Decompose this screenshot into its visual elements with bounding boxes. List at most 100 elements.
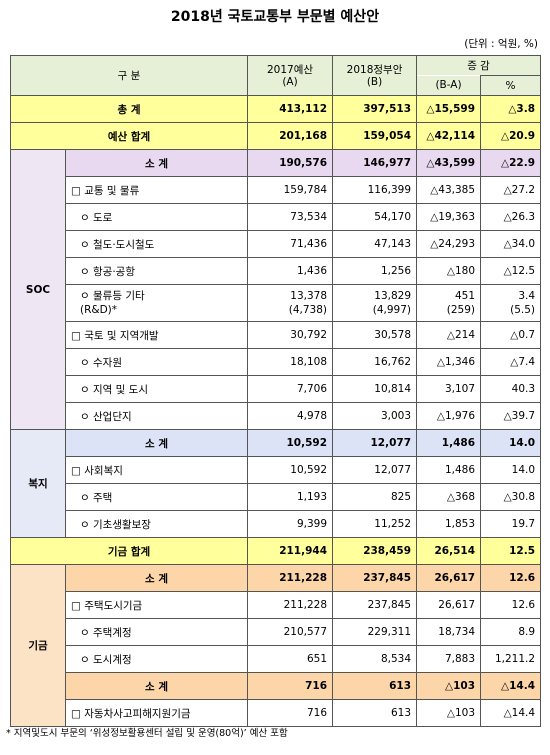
value-cell: 159,054 xyxy=(332,122,418,150)
cell-line: (259) xyxy=(446,304,476,316)
value-cell: 19.7 xyxy=(480,510,542,538)
value-cell: 18,734 xyxy=(416,618,482,646)
value-cell: 14.0 xyxy=(480,429,542,457)
table-row: 예산 합계 201,168 159,054 △42,114 △20.9 xyxy=(9,122,542,150)
table-row: SOC 소 계 190,576 146,977 △43,599 △22.9 xyxy=(10,149,542,430)
table-row: 소 계 716 613 △103 △14.4 xyxy=(10,672,542,700)
value-cell: 12,077 xyxy=(332,429,418,457)
value-cell: △26.3 xyxy=(480,203,542,231)
value-cell: 716 xyxy=(247,699,334,727)
value-cell: △27.2 xyxy=(480,176,542,204)
row-label: 소 계 xyxy=(64,564,249,592)
cell-line: (4,997) xyxy=(372,304,412,316)
cell-line: (4,738) xyxy=(288,304,328,316)
value-cell: △1,976 xyxy=(416,402,482,430)
cell-line: (R&D)* xyxy=(80,304,118,316)
table-row: 총 계 413,112 397,513 △15,599 △3.8 xyxy=(9,95,542,123)
cell-line: 13,378 xyxy=(290,290,328,302)
row-label: □ 자동차사고피해지원기금 xyxy=(64,699,249,727)
value-cell: △103 xyxy=(416,672,482,700)
value-cell: △15,599 xyxy=(416,95,482,123)
value-cell: 3,003 xyxy=(332,402,418,430)
value-cell: 71,436 xyxy=(247,230,334,258)
value-cell: △39.7 xyxy=(480,402,542,430)
table-row: ㅇ 항공·공항 1,436 1,256 △180 △12.5 xyxy=(11,257,542,285)
value-cell: △19,363 xyxy=(416,203,482,231)
table-row: ㅇ 철도·도시철도 71,436 47,143 △24,293 △34.0 xyxy=(11,230,542,258)
row-label: ㅇ 기초생활보장 xyxy=(64,510,249,538)
header-line: 2018정부안 xyxy=(346,63,403,76)
value-cell: 1,193 xyxy=(247,483,334,511)
cell-line: 13,829 xyxy=(374,290,412,302)
value-cell: △214 xyxy=(416,321,482,349)
unit: (단위 : 억원, %) xyxy=(464,38,538,50)
value-cell: 54,170 xyxy=(332,203,418,231)
value-cell: △103 xyxy=(416,699,482,727)
row-label: ㅇ 주택 xyxy=(64,483,249,511)
header-line: (B) xyxy=(366,75,383,88)
value-cell: 13,378 (4,738) xyxy=(247,284,334,322)
header-pct: % xyxy=(480,75,542,96)
value-cell: 40.3 xyxy=(480,375,542,403)
value-cell: △22.9 xyxy=(480,149,542,177)
table-row: ㅇ 기초생활보장 9,399 11,252 1,853 19.7 xyxy=(11,510,542,538)
table-row: ㅇ 도시계정 651 8,534 7,883 1,211.2 xyxy=(11,645,542,673)
row-label: 총 계 xyxy=(9,95,249,123)
value-cell: 7,883 xyxy=(416,645,482,673)
cell-line: (5.5) xyxy=(510,304,536,316)
value-cell: 651 xyxy=(247,645,334,673)
budget-table: 구 분 2017예산 (A) 2018정부안 (B) 증 감 (B-A) % 총 계… xyxy=(9,55,542,727)
table-row: ㅇ 물류등 기타 (R&D)* 13,378 (4,738) 13,829 (4,997)… xyxy=(11,284,542,322)
value-cell: 47,143 xyxy=(332,230,418,258)
value-cell: 613 xyxy=(332,699,418,727)
value-cell: 613 xyxy=(332,672,418,700)
header-line: 2017예산 xyxy=(266,63,314,76)
value-cell: 8.9 xyxy=(480,618,542,646)
table-row: ㅇ 산업단지 4,978 3,003 △1,976 △39.7 xyxy=(11,402,542,430)
table-row: 기금 소 계 211,228 237,845 26,617 12.6 xyxy=(10,564,542,727)
table-row: □ 국토 및 지역개발 30,792 30,578 △214 △0.7 xyxy=(11,321,542,349)
value-cell: 18,108 xyxy=(247,348,334,376)
value-cell: 11,252 xyxy=(332,510,418,538)
group-label: SOC xyxy=(10,149,66,430)
value-cell: 210,577 xyxy=(247,618,334,646)
value-cell: △42,114 xyxy=(416,122,482,150)
value-cell: 10,814 xyxy=(332,375,418,403)
value-cell: 30,792 xyxy=(247,321,334,349)
row-label: ㅇ 항공·공항 xyxy=(64,257,249,285)
value-cell: △12.5 xyxy=(480,257,542,285)
table-row: □ 주택도시기금 211,228 237,845 26,617 12.6 xyxy=(11,591,542,619)
value-cell: 4,978 xyxy=(247,402,334,430)
value-cell: 229,311 xyxy=(332,618,418,646)
table-row: □ 교통 및 물류 159,784 116,399 △43,385 △27.2 xyxy=(11,176,542,204)
value-cell: 1,853 xyxy=(416,510,482,538)
row-label: 소 계 xyxy=(64,149,249,177)
title: 2018년 국토교통부 부문별 예산안 xyxy=(170,9,380,25)
row-label: 소 계 xyxy=(64,429,249,457)
value-cell: △43,599 xyxy=(416,149,482,177)
header-diff-sub: (B-A) xyxy=(416,75,482,96)
value-cell: △30.8 xyxy=(480,483,542,511)
row-label: ㅇ 수자원 xyxy=(64,348,249,376)
value-cell: 13,829 (4,997) xyxy=(332,284,418,322)
table-row: 복지 소 계 10,592 12,077 1,486 14.0 xyxy=(10,429,542,538)
row-label: 기금 합계 xyxy=(9,537,249,565)
row-label: □ 교통 및 물류 xyxy=(64,176,249,204)
value-cell: 30,578 xyxy=(332,321,418,349)
value-cell: 211,228 xyxy=(247,591,334,619)
value-cell: 237,845 xyxy=(332,591,418,619)
value-cell: 73,534 xyxy=(247,203,334,231)
header-line: (A) xyxy=(282,75,298,88)
value-cell: △14.4 xyxy=(480,672,542,700)
row-label: ㅇ 주택계정 xyxy=(64,618,249,646)
row-label: ㅇ 산업단지 xyxy=(64,402,249,430)
value-cell: △3.8 xyxy=(480,95,542,123)
table-row: ㅇ 수자원 18,108 16,762 △1,346 △7.4 xyxy=(11,348,542,376)
value-cell: 8,534 xyxy=(332,645,418,673)
cell-line: ㅇ 물류등 기타 xyxy=(80,290,145,302)
value-cell: 211,228 xyxy=(247,564,334,592)
value-cell: 12.5 xyxy=(480,537,542,565)
value-cell: 413,112 xyxy=(247,95,334,123)
value-cell: △368 xyxy=(416,483,482,511)
header-diff: 증 감 xyxy=(416,55,542,76)
